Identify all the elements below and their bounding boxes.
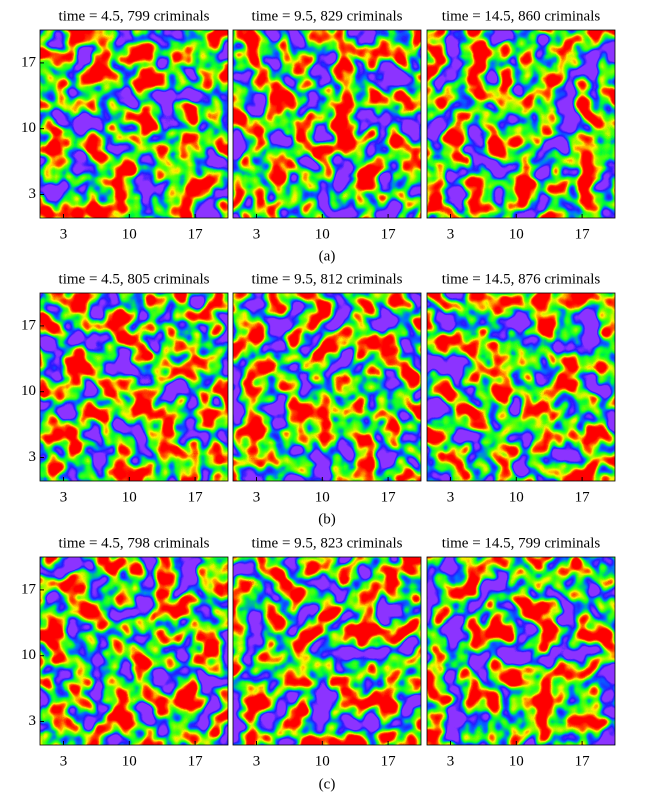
- x-tick-label: 3: [253, 226, 261, 242]
- x-tick-label: 17: [381, 489, 397, 505]
- y-tick-label: 10: [21, 383, 36, 399]
- x-tick-label: 10: [315, 489, 330, 505]
- x-tick-label: 3: [447, 226, 455, 242]
- x-tick-label: 10: [509, 489, 524, 505]
- panel: time = 4.5, 805 criminals 3 10 17 3 10 17: [21, 271, 229, 505]
- y-tick-label: 17: [21, 54, 37, 70]
- panel-frame: [232, 292, 422, 482]
- x-tick-label: 3: [60, 753, 68, 769]
- panel-title: time = 9.5, 829 criminals: [252, 8, 403, 24]
- panel-title: time = 9.5, 812 criminals: [252, 271, 403, 287]
- panel-title: time = 14.5, 860 criminals: [442, 8, 601, 24]
- panel-frame: [39, 292, 229, 482]
- x-tick-label: 3: [253, 489, 261, 505]
- x-tick-label: 10: [122, 753, 137, 769]
- panel-frame: [39, 556, 229, 746]
- panel-title: time = 4.5, 798 criminals: [59, 535, 210, 551]
- y-tick-label: 17: [21, 581, 37, 597]
- subfigure-caption: (c): [319, 776, 336, 792]
- x-tick-label: 17: [188, 753, 204, 769]
- panel-frame: [426, 292, 616, 482]
- panel-title: time = 4.5, 805 criminals: [59, 271, 210, 287]
- x-tick-label: 17: [188, 489, 204, 505]
- y-tick-label: 10: [21, 647, 36, 663]
- x-tick-label: 3: [60, 489, 68, 505]
- y-tick-label: 3: [29, 713, 37, 729]
- heatmap: [233, 30, 421, 218]
- x-tick-label: 10: [509, 753, 524, 769]
- x-tick-label: 17: [575, 226, 591, 242]
- subfigure-caption: (b): [318, 511, 336, 527]
- panel-frame: [426, 29, 616, 219]
- x-tick-label: 3: [447, 753, 455, 769]
- y-tick-label: 3: [29, 186, 37, 202]
- panel-frame: [426, 556, 616, 746]
- panel: time = 9.5, 812 criminals 3 10 17: [232, 271, 422, 505]
- x-tick-label: 17: [188, 226, 204, 242]
- x-tick-label: 17: [575, 489, 591, 505]
- x-tick-label: 17: [381, 753, 397, 769]
- panel: time = 9.5, 829 criminals 3 10 17: [232, 8, 422, 242]
- y-tick-label: 10: [21, 120, 36, 136]
- panel: time = 14.5, 860 criminals 3 10 17: [426, 8, 616, 242]
- heatmap: [40, 557, 228, 745]
- x-tick-label: 3: [447, 489, 455, 505]
- heatmap: [427, 293, 615, 481]
- panel-frame: [232, 29, 422, 219]
- heatmap: [427, 30, 615, 218]
- x-tick-label: 10: [509, 226, 524, 242]
- x-tick-label: 10: [315, 226, 330, 242]
- heatmap: [233, 293, 421, 481]
- x-tick-label: 17: [381, 226, 397, 242]
- panel: time = 14.5, 876 criminals 3 10 17: [426, 271, 616, 505]
- x-tick-label: 17: [575, 753, 591, 769]
- panel: time = 4.5, 798 criminals 3 10 17 3 10 17: [21, 535, 229, 769]
- y-tick-label: 17: [21, 317, 37, 333]
- panel-frame: [232, 556, 422, 746]
- heatmap: [40, 293, 228, 481]
- panel-title: time = 4.5, 799 criminals: [59, 8, 210, 24]
- x-tick-label: 3: [60, 226, 68, 242]
- subfigure-caption: (a): [319, 248, 336, 264]
- x-tick-label: 10: [122, 489, 137, 505]
- x-tick-label: 10: [122, 226, 137, 242]
- panel: time = 14.5, 799 criminals 3 10 17: [426, 535, 616, 769]
- heatmap: [233, 557, 421, 745]
- x-tick-label: 3: [253, 753, 261, 769]
- panel-frame: [39, 29, 229, 219]
- y-tick-label: 3: [29, 449, 37, 465]
- panel-title: time = 14.5, 876 criminals: [442, 271, 601, 287]
- x-tick-label: 10: [315, 753, 330, 769]
- panel: time = 4.5, 799 criminals 3 10 17 3 10 17: [21, 8, 229, 242]
- panel-title: time = 9.5, 823 criminals: [252, 535, 403, 551]
- panel: time = 9.5, 823 criminals 3 10 17: [232, 535, 422, 769]
- panel-title: time = 14.5, 799 criminals: [442, 535, 601, 551]
- heatmap: [427, 557, 615, 745]
- heatmap: [40, 30, 228, 218]
